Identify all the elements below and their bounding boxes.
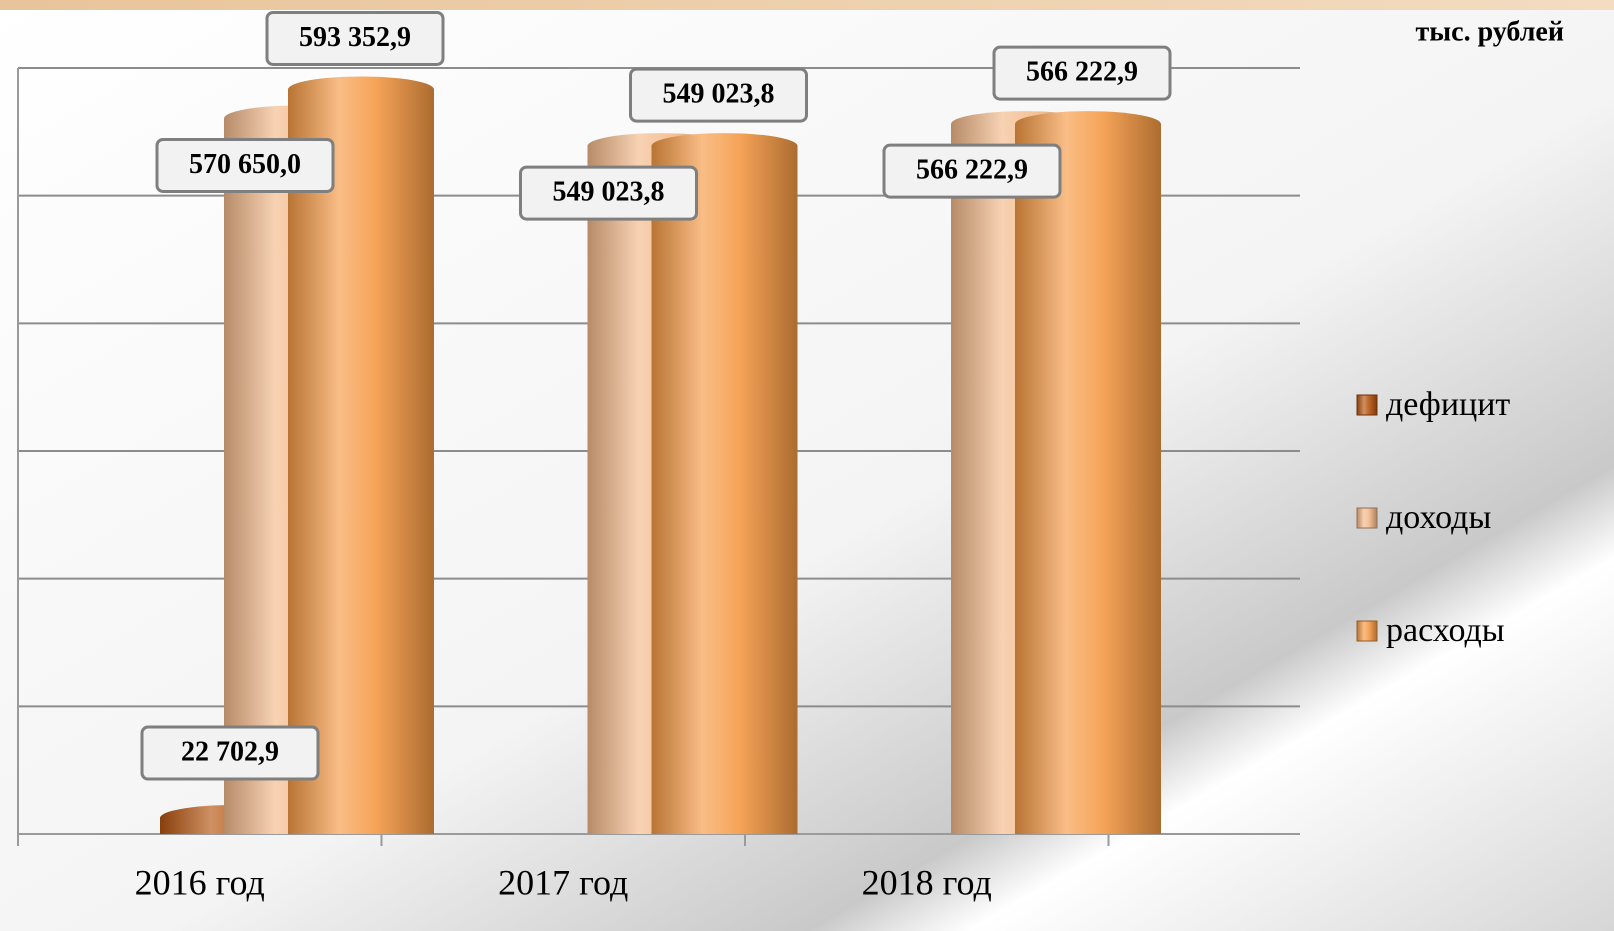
value-label: 570 650,0: [189, 149, 301, 180]
legend-label: дефицит: [1386, 386, 1510, 423]
top-strip: [0, 0, 1614, 10]
value-label-box: [992, 45, 1172, 101]
legend-label: доходы: [1386, 499, 1491, 536]
value-label-box: [265, 10, 445, 66]
value-label-box: [155, 137, 335, 193]
value-label: 549 023,8: [663, 79, 775, 110]
value-label: 549 023,8: [553, 177, 665, 208]
unit-label: тыс. рублей: [1416, 16, 1564, 47]
x-tick-label: 2018 год: [862, 862, 992, 902]
bar: [651, 133, 798, 834]
legend-swatch: [1356, 507, 1378, 529]
value-label: 22 702,9: [181, 736, 279, 767]
legend-swatch: [1356, 394, 1378, 416]
value-label-box: [882, 143, 1062, 199]
value-label: 566 222,9: [1026, 57, 1138, 88]
legend-label: расходы: [1386, 612, 1505, 649]
value-label: 593 352,9: [299, 22, 411, 53]
x-tick-label: 2017 год: [498, 862, 628, 902]
x-tick-label: 2016 год: [135, 862, 265, 902]
value-label-box: [519, 165, 698, 221]
value-label: 566 222,9: [916, 155, 1028, 186]
bar: [1015, 111, 1161, 834]
bar: [288, 76, 434, 834]
value-label-box: [140, 725, 320, 781]
value-label-box: [629, 67, 808, 123]
legend-swatch: [1356, 620, 1378, 642]
